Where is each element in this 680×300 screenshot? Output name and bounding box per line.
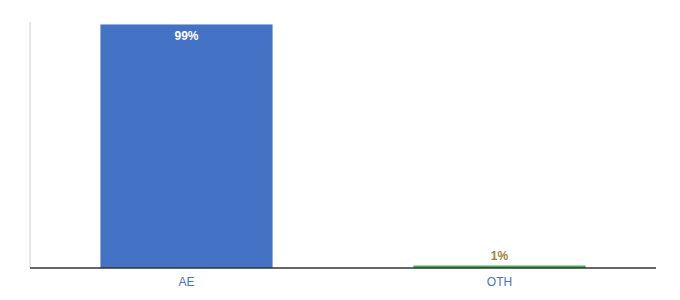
x-axis-line [30,267,656,269]
chart-svg: 99% 1% AE OTH [0,0,680,300]
x-tick-label: OTH [487,275,512,289]
chart-container: 99% 1% AE OTH [0,0,680,300]
x-tick-label: AE [178,275,194,289]
bar [100,24,272,268]
y-axis-line [30,22,31,268]
plot-area [100,24,585,268]
data-label: 1% [491,249,509,263]
data-label: 99% [174,29,198,43]
